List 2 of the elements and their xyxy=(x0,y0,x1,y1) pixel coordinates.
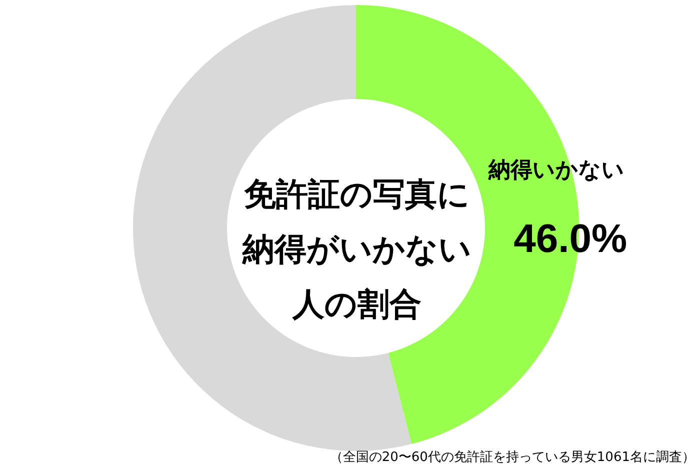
text: 免許証の写真に納得がいかない人の割合 xyxy=(242,175,472,323)
text: （全国の20〜60代の免許証を持っている男女1061名に調査） xyxy=(330,450,695,465)
